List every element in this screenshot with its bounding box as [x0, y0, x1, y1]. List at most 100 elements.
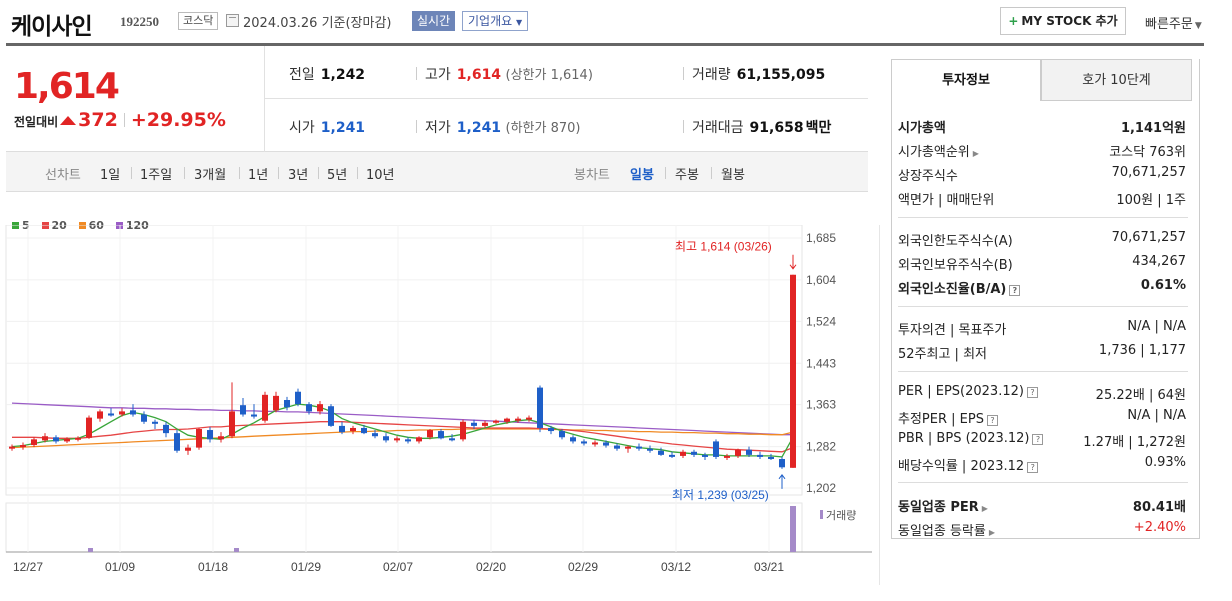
- period-1d[interactable]: 1일: [100, 168, 121, 183]
- candle-body: [306, 404, 312, 412]
- invest-value: 1,141억원: [1120, 121, 1186, 136]
- plus-icon: +: [1008, 14, 1019, 28]
- candle-daily[interactable]: 일봉: [630, 168, 654, 183]
- candle-body: [493, 420, 499, 423]
- candle-body: [31, 439, 37, 446]
- open-value: 1,241: [320, 120, 366, 136]
- candle-body: [405, 439, 411, 442]
- candle-body: [20, 445, 26, 448]
- candle-body: [152, 421, 158, 424]
- x-tick-label: 02/20: [476, 560, 506, 574]
- candle-body: [185, 447, 191, 451]
- volume-label: 거래량: [826, 509, 856, 522]
- x-tick-label: 03/21: [754, 560, 784, 574]
- upper-limit: (상한가 1,614): [505, 68, 593, 83]
- candle-body: [53, 437, 59, 442]
- candle-body: [141, 414, 147, 422]
- period-1y[interactable]: 1년: [248, 168, 269, 183]
- help-icon[interactable]: ?: [1027, 462, 1039, 473]
- help-icon[interactable]: ?: [986, 415, 998, 426]
- divider: [278, 167, 279, 179]
- candle-body: [108, 413, 114, 416]
- help-icon[interactable]: ?: [1026, 387, 1038, 398]
- candle-body: [130, 410, 136, 415]
- invest-label: 배당수익률 | 2023.12?: [898, 455, 1039, 474]
- y-tick-label: 1,604: [806, 273, 836, 287]
- candle-body: [614, 445, 620, 449]
- candle-body: [218, 436, 224, 440]
- invest-row: 52주최고 | 최저 1,736 | 1,177: [898, 341, 1186, 363]
- invest-row: 외국인보유주식수(B) 434,267: [898, 252, 1186, 274]
- invest-row[interactable]: 동일업종 등락률 ▶ +2.40%: [898, 518, 1186, 540]
- amount-unit: 백만: [805, 120, 832, 136]
- invest-tabs: 투자정보 호가 10단계: [891, 59, 1192, 101]
- quick-order-label: 빠른주문: [1145, 17, 1193, 32]
- invest-row: 액면가 | 매매단위 100원 | 1주: [898, 187, 1186, 209]
- min-arrow-icon: [778, 474, 786, 489]
- high-label: 고가: [425, 67, 451, 83]
- help-icon[interactable]: ?: [1032, 434, 1044, 445]
- mystock-add-button[interactable]: + MY STOCK 추가: [1000, 7, 1126, 35]
- quick-order-button[interactable]: 빠른주문 ▼: [1145, 13, 1202, 32]
- line-chart-label: 선차트: [45, 168, 81, 183]
- company-overview-dropdown[interactable]: 기업개요 ▼: [462, 11, 529, 31]
- candle-body: [9, 446, 15, 449]
- divider: [665, 167, 666, 179]
- ma5-line: [11, 403, 794, 458]
- period-3y[interactable]: 3년: [288, 168, 309, 183]
- candle-body: [669, 454, 675, 457]
- candle-body: [526, 417, 532, 420]
- help-icon[interactable]: ?: [1009, 285, 1021, 296]
- period-1w[interactable]: 1주일: [140, 168, 173, 183]
- realtime-button[interactable]: 실시간: [412, 11, 456, 31]
- invest-label: 시가총액순위 ▶: [898, 145, 979, 160]
- tab-invest-info[interactable]: 투자정보: [891, 59, 1041, 101]
- invest-row[interactable]: 시가총액순위 ▶ 코스닥 763위: [898, 139, 1186, 161]
- period-3m[interactable]: 3개월: [194, 168, 227, 183]
- volume: 거래량 61,155,095: [683, 64, 825, 84]
- candle-body: [559, 431, 565, 438]
- invest-label: 동일업종 PER ▶: [898, 500, 988, 515]
- y-tick-label: 1,685: [806, 231, 836, 245]
- prev-close-label: 전일: [289, 67, 315, 83]
- candle-weekly[interactable]: 주봉: [675, 168, 699, 183]
- invest-label: 시가총액: [898, 121, 946, 136]
- candle-body: [658, 450, 664, 455]
- market-badge: 코스닥: [178, 12, 219, 30]
- invest-row[interactable]: 동일업종 PER ▶ 80.41배: [898, 494, 1186, 516]
- divider: [898, 482, 1188, 483]
- invest-row: 시가총액 1,141억원: [898, 115, 1186, 137]
- company-overview-label: 기업개요: [468, 14, 513, 28]
- divider: [898, 371, 1188, 372]
- candle-body: [625, 446, 631, 449]
- invest-label: 외국인보유주식수(B): [898, 258, 1013, 273]
- period-10y[interactable]: 10년: [366, 168, 395, 183]
- candle-body: [603, 442, 609, 446]
- y-tick-label: 1,282: [806, 440, 836, 454]
- current-price: 1,614: [14, 66, 120, 107]
- change-amount: 372: [78, 109, 118, 131]
- amount-label: 거래대금: [692, 120, 744, 136]
- candlestick-chart[interactable]: 1,685 1,604 1,524 1,443 1,363 1,282 1,202 12/27…: [0, 225, 880, 585]
- tab-orderbook-10[interactable]: 호가 10단계: [1041, 59, 1192, 101]
- candle-body: [427, 430, 433, 438]
- invest-value: 0.93%: [1144, 455, 1186, 470]
- chart-toolbar: 선차트 1일 1주일 3개월 1년 3년 5년 10년 봉차트 일봉 주봉 월봉: [6, 152, 868, 192]
- candle-body: [174, 433, 180, 451]
- candle-body: [746, 449, 752, 455]
- candle-monthly[interactable]: 월봉: [721, 168, 745, 183]
- candle-body: [592, 442, 598, 445]
- divider: [264, 46, 265, 152]
- candle-body: [317, 404, 323, 412]
- prev-close-value: 1,242: [320, 67, 366, 83]
- candle-body: [680, 451, 686, 456]
- invest-label: 추정PER | EPS?: [898, 408, 998, 427]
- candle-body: [339, 425, 345, 433]
- candle-body: [372, 433, 378, 437]
- min-annotation: 최저 1,239 (03/25): [672, 488, 769, 502]
- divider: [239, 167, 240, 179]
- period-5y[interactable]: 5년: [327, 168, 348, 183]
- open-label: 시가: [289, 120, 315, 136]
- candle-body: [482, 422, 488, 426]
- candle-body: [361, 427, 367, 434]
